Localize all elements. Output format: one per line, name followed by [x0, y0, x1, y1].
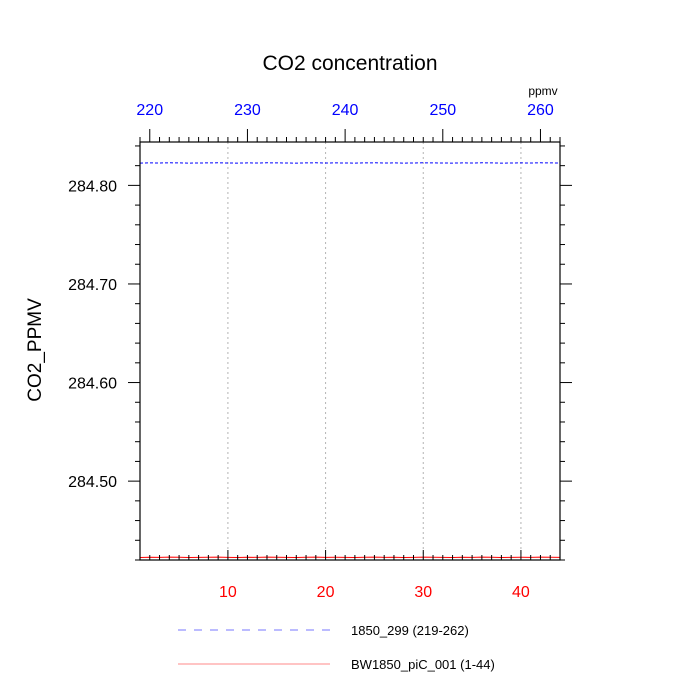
x-tick-label: 10	[219, 584, 237, 601]
axes: 10 20 30 40 220 230 240 250 260 284.50 284.60 284.7…	[68, 102, 572, 601]
top-axis-unit: ppmv	[528, 84, 557, 98]
legend: 1850_299 (219-262) BW1850_piC_001 (1-44)	[178, 623, 495, 672]
chart-title: CO2 concentration	[262, 52, 437, 75]
top-tick-label: 250	[429, 102, 456, 119]
top-tick-label: 230	[234, 102, 261, 119]
legend-label-2: BW1850_piC_001 (1-44)	[351, 657, 495, 672]
y-axis-label: CO2_PPMV	[25, 298, 46, 402]
x-tick-label: 30	[414, 584, 432, 601]
y-tick-label: 284.80	[68, 178, 117, 195]
top-tick-label: 220	[136, 102, 163, 119]
x-tick-label: 40	[512, 584, 530, 601]
plot-frame	[139, 141, 561, 561]
x-tick-label: 20	[317, 584, 335, 601]
top-tick-label: 240	[332, 102, 359, 119]
y-tick-label: 284.50	[68, 474, 117, 491]
plot-series	[139, 162, 561, 558]
y-tick-label: 284.70	[68, 277, 117, 294]
grid	[227, 142, 522, 560]
y-tick-label: 284.60	[68, 376, 117, 393]
top-tick-label: 260	[527, 102, 554, 119]
legend-label-1: 1850_299 (219-262)	[351, 623, 469, 638]
